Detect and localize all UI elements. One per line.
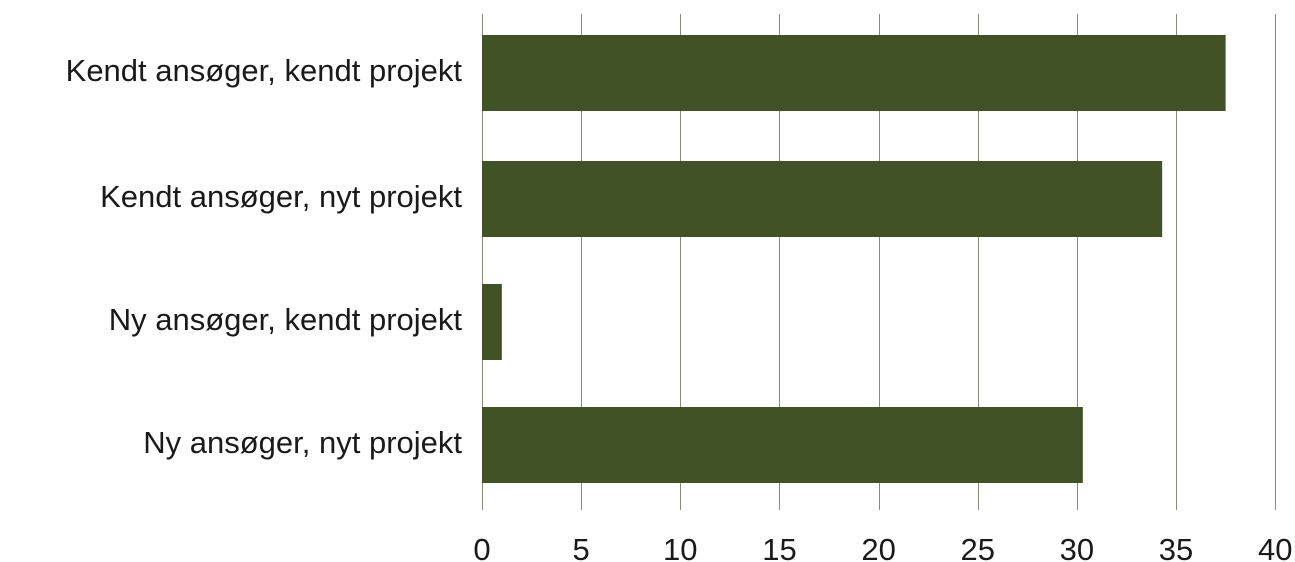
category-label: Kendt ansøger, kendt projekt: [66, 53, 463, 88]
bar: [482, 161, 1163, 237]
x-tick-label: 40: [1258, 532, 1292, 562]
x-tick-label: 30: [1060, 532, 1094, 562]
x-tick-label: 10: [663, 532, 697, 562]
category-label: Ny ansøger, kendt projekt: [109, 302, 463, 337]
x-tick-label: 35: [1159, 532, 1193, 562]
category-label: Ny ansøger, nyt projekt: [143, 425, 462, 460]
bar: [482, 35, 1226, 111]
x-tick-label: 5: [573, 532, 590, 562]
bar: [482, 284, 502, 360]
x-tick-label: 15: [762, 532, 796, 562]
bar-layer: [482, 35, 1226, 483]
category-label: Kendt ansøger, nyt projekt: [100, 179, 462, 214]
bar: [482, 407, 1083, 483]
x-tick-label: 0: [473, 532, 490, 562]
x-tick-label: 20: [861, 532, 895, 562]
x-axis-tick-labels: 0 5 10 15 20 25 30 35 40: [473, 532, 1292, 562]
x-tick-label: 25: [961, 532, 995, 562]
category-labels: Kendt ansøger, kendt projekt Kendt ansøge…: [66, 53, 463, 460]
